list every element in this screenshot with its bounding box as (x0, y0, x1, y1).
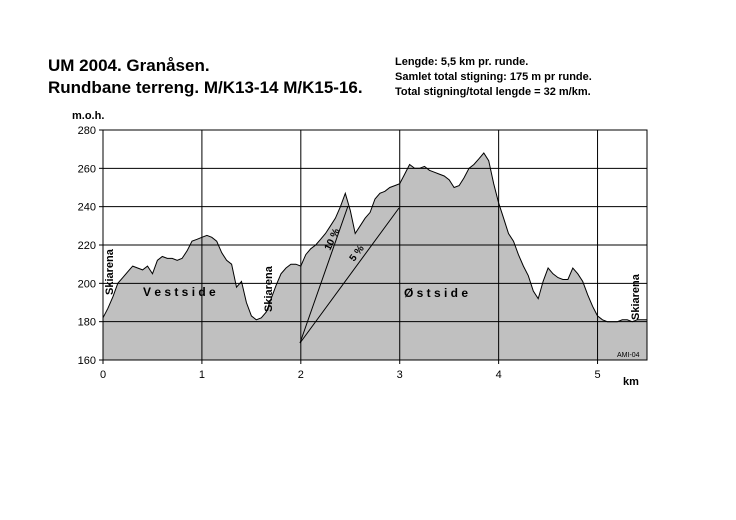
chart-title-line-2: Rundbane terreng. M/K13-14 M/K15-16. (48, 78, 363, 97)
elevation-area (103, 153, 647, 360)
info-length: Lengde: 5,5 km pr. runde. (395, 56, 529, 68)
x-tick-label: 1 (199, 369, 205, 381)
info-climb-ratio: Total stigning/total lengde = 32 m/km. (395, 86, 591, 98)
y-tick-label: 260 (78, 163, 96, 175)
chart-title-line-1: UM 2004. Granåsen. (48, 56, 210, 75)
info-total-climb: Samlet total stigning: 175 m pr runde. (395, 71, 592, 83)
y-tick-label: 220 (78, 240, 96, 252)
section-label-ostside: Ø s t s i d e (404, 286, 468, 300)
y-tick-label: 200 (78, 278, 96, 290)
slope-10-line (299, 205, 349, 344)
skiarena-label-left: Skiarena (104, 248, 116, 295)
x-tick-label: 5 (594, 369, 600, 381)
section-label-vestside: V e s t s i d e (143, 285, 216, 299)
x-tick-label: 3 (397, 369, 403, 381)
skiarena-label-middle: Skiarena (263, 265, 275, 312)
y-tick-label: 160 (78, 355, 96, 367)
slope-5-line (299, 207, 400, 344)
y-tick-label: 280 (78, 125, 96, 137)
y-axis-ticks: 160 180 200 220 240 260 280 (78, 125, 103, 367)
elevation-line (102, 152, 647, 323)
y-tick-label: 240 (78, 202, 96, 214)
y-axis-label: m.o.h. (72, 110, 104, 122)
x-axis-label: km (623, 376, 639, 388)
skiarena-label-right: Skiarena (630, 273, 642, 320)
credit-label: AMI-04 (617, 352, 640, 359)
grid-lines (103, 130, 647, 360)
x-tick-label: 4 (496, 369, 502, 381)
y-tick-label: 180 (78, 317, 96, 329)
x-tick-label: 0 (100, 369, 106, 381)
x-axis-ticks: 0 1 2 3 4 5 (100, 360, 601, 381)
x-tick-label: 2 (298, 369, 304, 381)
